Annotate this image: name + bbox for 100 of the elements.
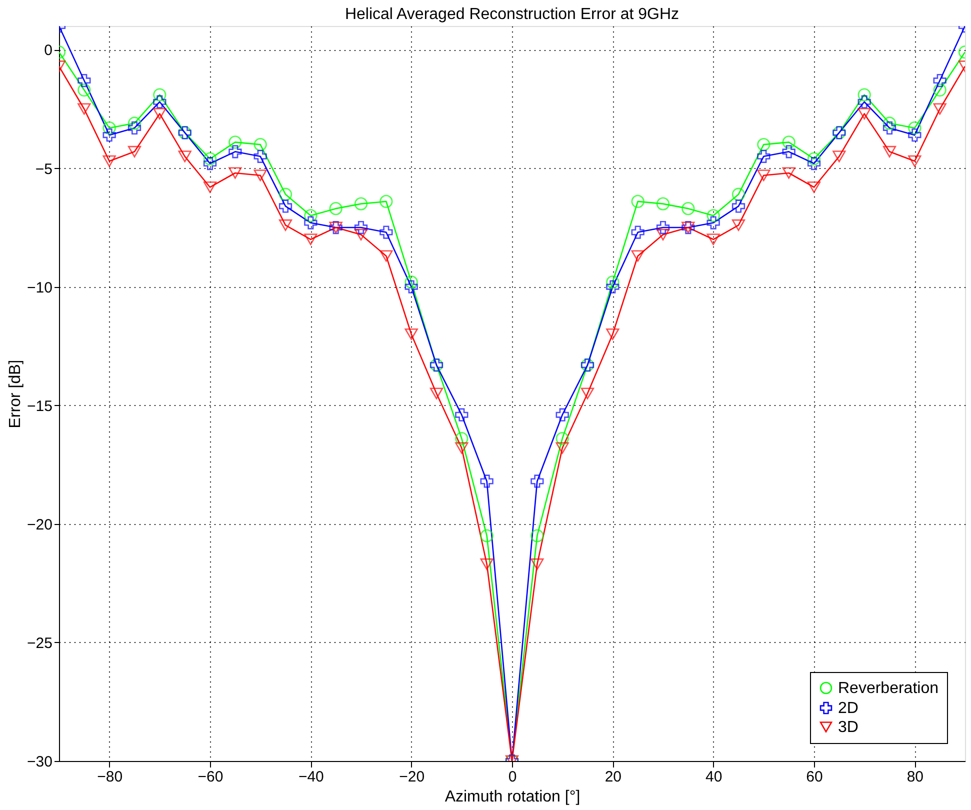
point [380, 226, 393, 239]
point [228, 167, 242, 179]
point [631, 250, 644, 262]
x-tick-label: −60 [198, 768, 224, 786]
point [858, 108, 871, 120]
point [933, 83, 946, 97]
point [329, 202, 342, 216]
point [757, 138, 770, 152]
point [404, 276, 418, 289]
point [606, 276, 620, 289]
point [933, 74, 946, 88]
point [455, 408, 468, 422]
point [706, 234, 720, 246]
point [606, 280, 620, 294]
point [304, 216, 318, 230]
point [556, 432, 569, 446]
point [908, 128, 922, 142]
point [203, 181, 217, 193]
point [455, 432, 468, 446]
point [354, 220, 368, 234]
x-tick-label: −20 [399, 768, 425, 786]
point [530, 558, 544, 570]
point [78, 83, 91, 97]
point [128, 121, 142, 135]
point [153, 108, 166, 120]
point [480, 558, 494, 570]
point [278, 200, 292, 213]
point [404, 328, 418, 340]
point [606, 328, 620, 340]
point [78, 74, 91, 88]
point [858, 88, 871, 102]
point [656, 228, 670, 240]
legend-label: 3D [838, 719, 858, 736]
point [380, 194, 393, 208]
point [102, 128, 116, 142]
legend-label: 2D [838, 700, 858, 717]
point [732, 200, 746, 213]
point [203, 152, 217, 166]
point [304, 209, 318, 222]
y-tick-label: 0 [44, 42, 52, 60]
point [682, 202, 695, 216]
point [304, 234, 318, 246]
point [455, 442, 468, 454]
point [908, 121, 922, 135]
x-tick-label: 40 [705, 768, 722, 786]
point [757, 150, 770, 163]
legend-label: Reverberation [838, 680, 938, 697]
point [354, 228, 368, 240]
point [782, 136, 796, 149]
point [882, 146, 896, 158]
point [278, 188, 292, 201]
y-tick-label: −15 [27, 398, 52, 415]
point [782, 145, 796, 158]
point [656, 197, 670, 210]
x-tick-label: −80 [97, 768, 123, 786]
x-tick-label: −40 [298, 768, 324, 786]
point [480, 474, 494, 488]
y-tick-label: −30 [27, 754, 52, 770]
point [178, 150, 192, 162]
point [278, 219, 292, 231]
point [404, 280, 418, 294]
point [102, 155, 116, 167]
point [480, 529, 494, 542]
point [882, 121, 896, 135]
point [128, 116, 142, 130]
point [228, 136, 242, 149]
point [631, 226, 644, 239]
point [556, 408, 569, 422]
x-tick-label: 0 [508, 768, 517, 786]
x-axis-title: Azimuth rotation [°] [444, 788, 580, 806]
point [530, 529, 544, 542]
point [706, 216, 720, 230]
point [858, 95, 871, 108]
point [807, 156, 821, 170]
point [656, 220, 670, 234]
point [732, 219, 746, 231]
y-tick-label: −10 [27, 279, 52, 296]
point [882, 116, 896, 130]
point [732, 188, 746, 201]
point [580, 388, 594, 400]
point [908, 155, 922, 167]
point [556, 442, 569, 454]
y-tick-label: −20 [27, 516, 52, 534]
point [354, 197, 368, 210]
x-tick-label: 60 [806, 768, 823, 786]
point [631, 194, 644, 208]
point [254, 150, 267, 163]
point [254, 170, 267, 182]
point [807, 152, 821, 166]
y-tick-label: −5 [35, 160, 52, 178]
y-axis-title: Error [dB] [7, 360, 24, 428]
point [757, 170, 770, 182]
point [78, 103, 91, 115]
chart-title: Helical Averaged Reconstruction Error at 9GHz [344, 6, 680, 23]
point [254, 138, 267, 152]
x-tick-label: 80 [906, 768, 924, 786]
point [807, 181, 821, 193]
point [153, 88, 166, 102]
point [933, 103, 946, 115]
point [102, 121, 116, 135]
